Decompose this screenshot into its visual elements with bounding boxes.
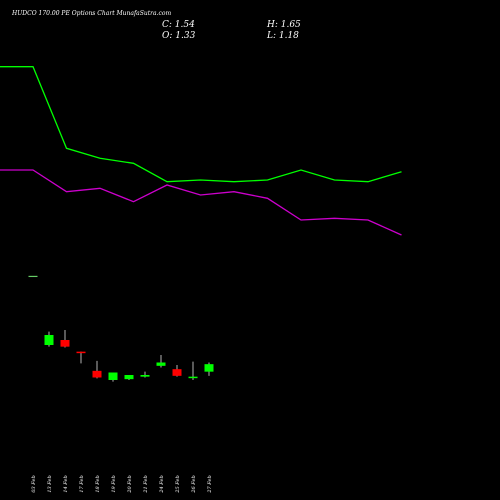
x-tick-label: 21 Feb (143, 475, 149, 493)
candle-body (92, 370, 102, 378)
candle (188, 361, 198, 380)
candle-body (204, 364, 214, 372)
green-line-series (0, 66, 402, 183)
candle (108, 372, 118, 382)
x-axis-ticks: 03 Feb 13 Feb 14 Feb 17 Feb 18 Feb 19 Feb 20 F… (31, 475, 213, 493)
indicator-lines (0, 66, 402, 236)
open-value: O: 1.33 (162, 31, 196, 41)
candle (92, 360, 102, 379)
candle-body (188, 376, 198, 379)
candle-body (28, 275, 38, 278)
x-tick-label: 25 Feb (175, 475, 181, 493)
candle (60, 330, 70, 348)
x-tick-label: 26 Feb (191, 475, 197, 493)
x-tick-label: 18 Feb (95, 475, 101, 492)
candle-body (156, 362, 166, 366)
candle (204, 362, 214, 376)
candles (28, 275, 214, 382)
x-tick-label: 17 Feb (79, 475, 85, 492)
candle-body (60, 340, 70, 347)
candle-body (108, 372, 118, 380)
x-tick-label: 20 Feb (127, 475, 133, 493)
candle (28, 275, 38, 278)
x-tick-label: 19 Feb (111, 475, 117, 492)
candle (124, 375, 134, 380)
candle-body (44, 335, 54, 345)
candle (156, 355, 166, 368)
candle (44, 331, 54, 347)
close-value: C: 1.54 (162, 20, 195, 30)
low-value: L: 1.18 (266, 31, 299, 41)
candle-body (124, 375, 134, 380)
x-tick-label: 27 Feb (207, 475, 213, 493)
chart-title: HUDCO 170.00 PE Options Chart MunafaSutr… (11, 10, 171, 17)
x-tick-label: 24 Feb (159, 475, 165, 493)
candle (76, 351, 86, 364)
high-value: H: 1.65 (266, 20, 301, 30)
candle (140, 371, 150, 378)
candle (172, 365, 182, 377)
candle-body (140, 375, 150, 377)
x-tick-label: 13 Feb (47, 475, 53, 492)
x-tick-label: 14 Feb (63, 475, 69, 492)
x-tick-label: 03 Feb (31, 475, 37, 492)
candle-body (172, 369, 182, 376)
candle-body (76, 351, 86, 354)
magenta-line-series (0, 169, 402, 236)
